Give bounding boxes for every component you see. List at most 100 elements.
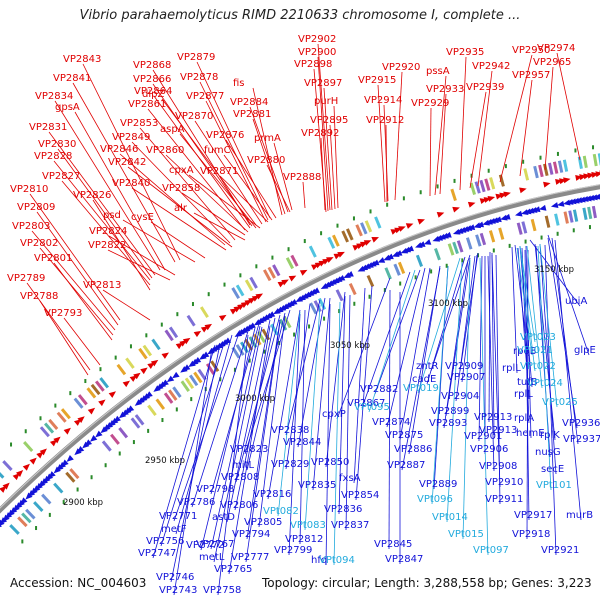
forward-gene-label[interactable]: VP2853 — [120, 118, 158, 129]
forward-gene-label[interactable]: VP2950 — [512, 45, 550, 56]
forward-gene-label[interactable]: VP2864 — [134, 86, 172, 97]
reverse-gene-label[interactable]: VP2844 — [283, 437, 321, 448]
reverse-gene-label[interactable]: VP2913 — [474, 412, 512, 423]
forward-gene-label[interactable]: fis — [233, 78, 245, 89]
forward-gene-label[interactable]: VP2880 — [247, 155, 285, 166]
reverse-gene-label[interactable]: VP2823 — [230, 444, 268, 455]
forward-gene-label[interactable]: VP2929 — [411, 98, 449, 109]
trna-gene-label[interactable]: VPt023 — [520, 332, 556, 343]
reverse-gene-label[interactable]: VP2917 — [514, 510, 552, 521]
reverse-gene-label[interactable]: VP2771 — [159, 511, 197, 522]
forward-gene-label[interactable]: VP2902 — [298, 34, 336, 45]
reverse-gene-label[interactable]: VP2904 — [441, 391, 479, 402]
forward-gene-label[interactable]: VP2809 — [17, 202, 55, 213]
reverse-gene-label[interactable]: VP2887 — [387, 460, 425, 471]
forward-gene-label[interactable]: VP2879 — [177, 52, 215, 63]
reverse-gene-label[interactable]: VP2882 — [360, 384, 398, 395]
forward-gene-label[interactable]: cysE — [131, 212, 154, 223]
reverse-gene-label[interactable]: VP2806 — [220, 500, 258, 511]
reverse-gene-label[interactable]: metL — [199, 552, 225, 563]
forward-gene-label[interactable]: VP2834 — [35, 91, 73, 102]
reverse-gene-label[interactable]: VP2835 — [298, 480, 336, 491]
reverse-gene-label[interactable]: VP2767 — [196, 539, 234, 550]
forward-gene-label[interactable]: VP2895 — [310, 115, 348, 126]
forward-gene-label[interactable]: VP2939 — [466, 82, 504, 93]
reverse-gene-label[interactable]: rplL — [514, 389, 533, 400]
forward-gene-label[interactable]: VP2897 — [304, 78, 342, 89]
reverse-gene-label[interactable]: VP2799 — [274, 545, 312, 556]
reverse-gene-label[interactable]: VP2805 — [244, 517, 282, 528]
trna-gene-label[interactable]: VPt096 — [417, 494, 453, 505]
forward-gene-label[interactable]: VP2866 — [133, 74, 171, 85]
reverse-gene-label[interactable]: cpxP — [322, 409, 346, 420]
forward-gene-label[interactable]: VP2826 — [73, 190, 111, 201]
forward-gene-label[interactable]: psd — [103, 210, 121, 221]
forward-gene-label[interactable]: VP2846 — [100, 144, 138, 155]
trna-gene-label[interactable]: VPt082 — [263, 506, 299, 517]
reverse-gene-label[interactable]: VP2772 — [186, 540, 224, 551]
reverse-gene-label[interactable]: VP2850 — [311, 457, 349, 468]
forward-gene-label[interactable]: VP2828 — [34, 151, 72, 162]
forward-gene-label[interactable]: VP2914 — [364, 95, 402, 106]
forward-gene-label[interactable]: VP2878 — [180, 72, 218, 83]
reverse-gene-label[interactable]: VP2747 — [138, 548, 176, 559]
reverse-gene-label[interactable]: VP2808 — [221, 472, 259, 483]
forward-gene-label[interactable]: VP2840 — [112, 178, 150, 189]
forward-gene-label[interactable]: VP2876 — [206, 130, 244, 141]
forward-gene-label[interactable]: VP2935 — [446, 47, 484, 58]
forward-gene-label[interactable]: VP2858 — [162, 183, 200, 194]
forward-gene-label[interactable]: VP2803 — [12, 221, 50, 232]
reverse-gene-label[interactable]: murB — [566, 510, 593, 521]
reverse-gene-label[interactable]: VP2906 — [470, 444, 508, 455]
reverse-gene-label[interactable]: VP2816 — [253, 489, 291, 500]
forward-gene-label[interactable]: VP2831 — [29, 122, 67, 133]
forward-gene-label[interactable]: VP2965 — [533, 57, 571, 68]
reverse-gene-label[interactable]: VP2812 — [285, 534, 323, 545]
trna-gene-label[interactable]: VPt083 — [290, 520, 326, 531]
reverse-gene-label[interactable]: hfq — [311, 555, 327, 566]
forward-gene-label[interactable]: VP2892 — [301, 128, 339, 139]
reverse-gene-label[interactable]: VP2854 — [341, 490, 379, 501]
reverse-gene-label[interactable]: VP2937 — [563, 434, 600, 445]
reverse-gene-label[interactable]: VP2794 — [232, 529, 270, 540]
forward-gene-label[interactable]: VP2900 — [298, 47, 336, 58]
forward-gene-label[interactable]: VP2957 — [512, 70, 550, 81]
reverse-gene-label[interactable]: VP2845 — [374, 539, 412, 550]
reverse-gene-label[interactable]: astD — [212, 512, 235, 523]
forward-gene-label[interactable]: VP2898 — [294, 59, 332, 70]
forward-gene-label[interactable]: VP2884 — [230, 97, 268, 108]
reverse-gene-label[interactable]: cadE — [412, 374, 436, 385]
forward-gene-label[interactable]: VP2870 — [175, 111, 213, 122]
forward-gene-label[interactable]: prmA — [254, 133, 281, 144]
reverse-gene-label[interactable]: rplA — [514, 413, 534, 424]
reverse-gene-label[interactable]: VP2743 — [159, 585, 197, 596]
reverse-gene-label[interactable]: ubiA — [565, 296, 587, 307]
trna-gene-label[interactable]: VPt014 — [432, 512, 468, 523]
forward-gene-label[interactable]: aspA — [160, 124, 185, 135]
reverse-gene-label[interactable]: VP2886 — [394, 444, 432, 455]
reverse-gene-label[interactable]: hemE — [516, 428, 545, 439]
trna-gene-label[interactable]: VPt024 — [527, 378, 563, 389]
forward-gene-label[interactable]: VP2822 — [88, 240, 126, 251]
forward-gene-label[interactable]: VP2860 — [146, 145, 184, 156]
forward-gene-label[interactable]: VP2830 — [38, 139, 76, 150]
reverse-gene-label[interactable]: VP2908 — [479, 461, 517, 472]
forward-gene-label[interactable]: VP2974 — [537, 43, 575, 54]
forward-gene-label[interactable]: alr — [174, 203, 188, 214]
reverse-gene-label[interactable]: VP2907 — [447, 372, 485, 383]
reverse-gene-label[interactable]: VP2867 — [347, 398, 385, 409]
forward-gene-label[interactable]: VP2802 — [20, 238, 58, 249]
forward-gene-label[interactable]: VP2849 — [112, 132, 150, 143]
reverse-gene-label[interactable]: rplL — [502, 363, 521, 374]
reverse-gene-label[interactable]: VP2836 — [324, 504, 362, 515]
reverse-gene-label[interactable]: VP2921 — [541, 545, 579, 556]
reverse-gene-label[interactable]: fxsA — [339, 473, 361, 484]
forward-gene-label[interactable]: pssA — [426, 66, 450, 77]
reverse-gene-label[interactable]: VP2875 — [385, 430, 423, 441]
reverse-gene-label[interactable]: rplK — [540, 430, 560, 441]
reverse-gene-label[interactable]: metF — [161, 524, 187, 535]
forward-gene-label[interactable]: purH — [314, 96, 338, 107]
reverse-gene-label[interactable]: VP2847 — [385, 554, 423, 565]
reverse-gene-label[interactable]: VP2837 — [331, 520, 369, 531]
reverse-gene-label[interactable]: VP2910 — [485, 477, 523, 488]
